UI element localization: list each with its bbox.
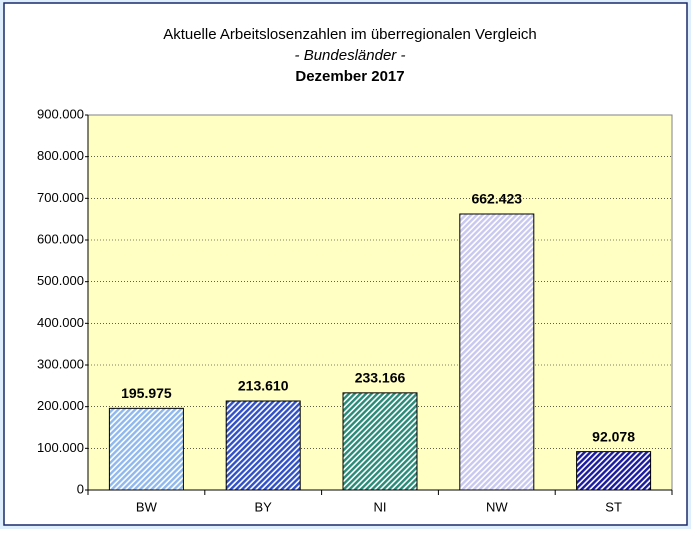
y-tick-label: 100.000 [37, 440, 84, 455]
y-tick-label: 400.000 [37, 315, 84, 330]
y-tick-label: 800.000 [37, 148, 84, 163]
chart-subtitle: - Bundesländer - [295, 47, 406, 64]
bar [576, 451, 652, 491]
value-label: 92.078 [592, 428, 635, 444]
x-tick-label: NW [486, 499, 508, 514]
bar [459, 213, 535, 491]
chart-title: Aktuelle Arbeitslosenzahlen im überregio… [163, 26, 537, 43]
y-tick-label: 900.000 [37, 106, 84, 121]
chart-period: Dezember 2017 [295, 68, 404, 85]
value-label: 233.166 [355, 370, 406, 386]
y-tick-label: 200.000 [37, 398, 84, 413]
x-tick-label: NI [374, 499, 387, 514]
y-tick-label: 300.000 [37, 356, 84, 371]
value-label: 662.423 [471, 191, 522, 207]
bar [108, 407, 184, 491]
x-tick-label: BY [255, 499, 273, 514]
value-label: 213.610 [238, 378, 289, 394]
y-tick-label: 0 [77, 481, 84, 496]
bar [342, 392, 418, 491]
y-tick-label: 500.000 [37, 273, 84, 288]
x-tick-label: BW [136, 499, 158, 514]
x-tick-label: ST [605, 499, 622, 514]
value-label: 195.975 [121, 385, 172, 401]
y-tick-label: 600.000 [37, 231, 84, 246]
bar [225, 400, 301, 491]
y-tick-label: 700.000 [37, 190, 84, 205]
